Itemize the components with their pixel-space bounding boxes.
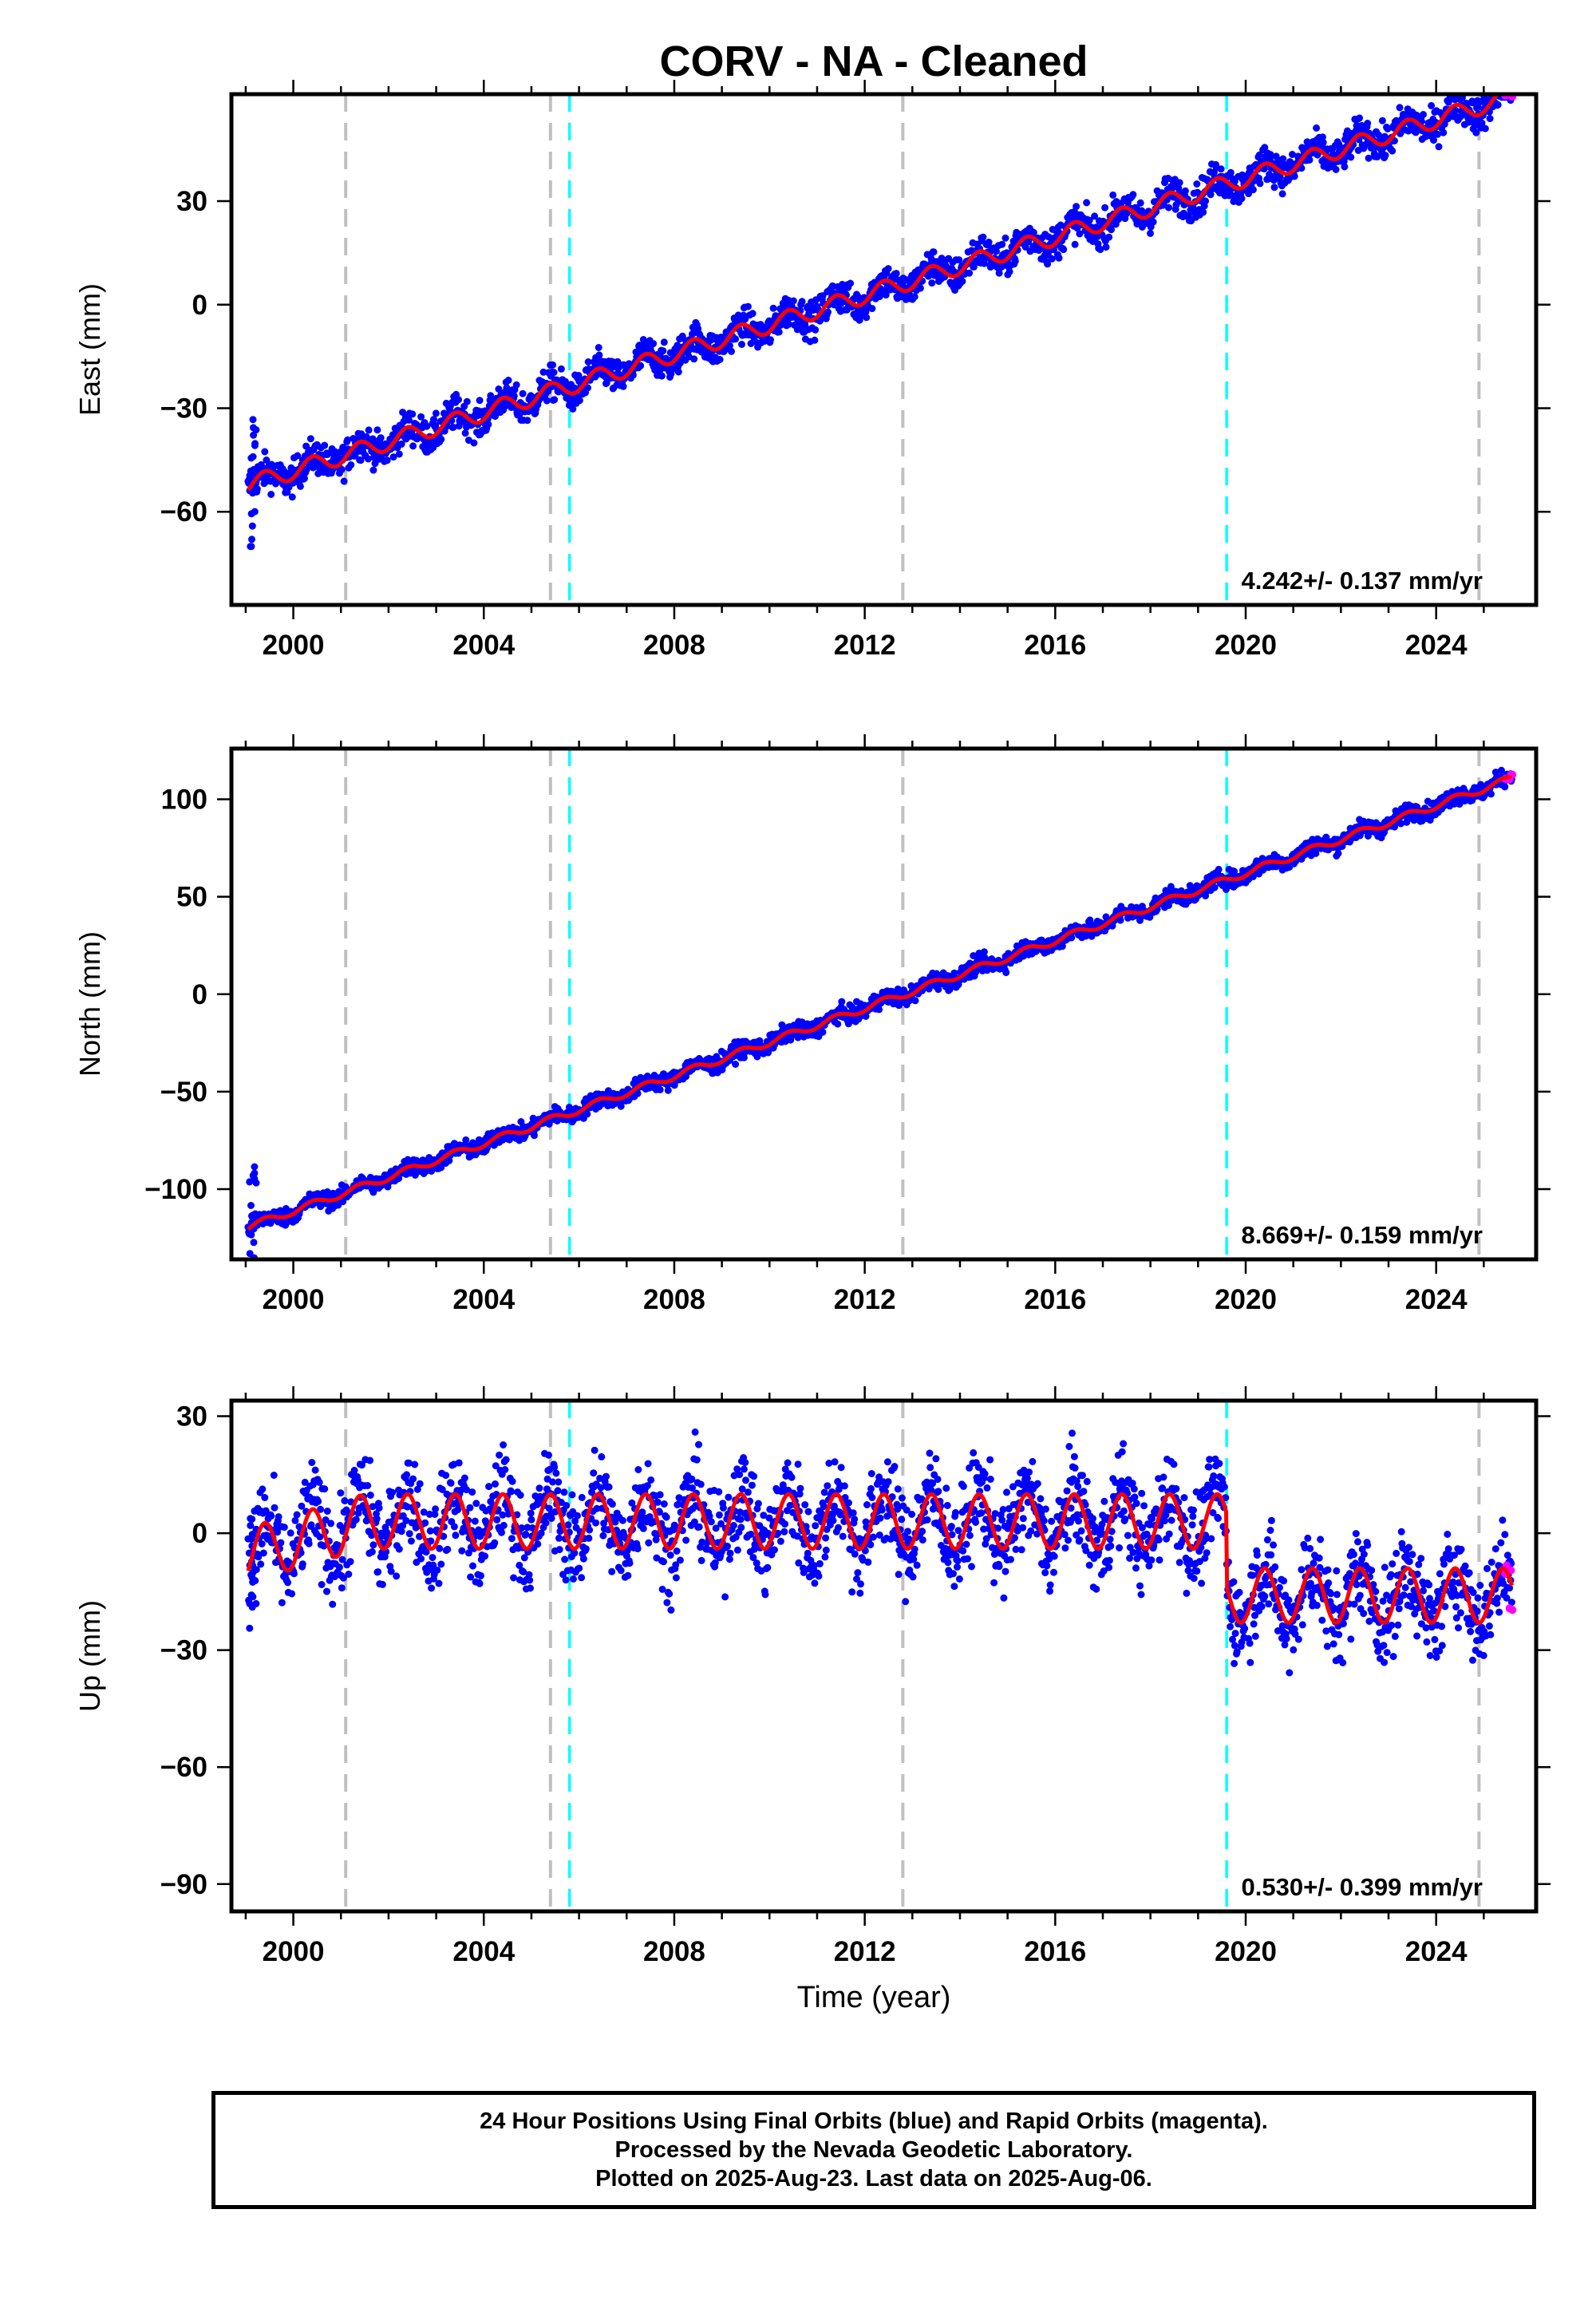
velocity-annotation: 0.530+/- 0.399 mm/yr: [1242, 1873, 1483, 1901]
y-tick-label: 0: [192, 979, 207, 1010]
panel-frame-up: [229, 1398, 1539, 1914]
y-tick-label: −60: [160, 1752, 207, 1783]
x-tick-label: 2024: [1405, 1284, 1468, 1315]
plot-area-east: [244, 94, 1517, 605]
legend-footer-box: 24 Hour Positions Using Final Orbits (bl…: [211, 2091, 1536, 2209]
y-axis-label: North (mm): [73, 931, 106, 1077]
x-tick-label: 2016: [1024, 630, 1086, 661]
gps-time-series-chart: CORV - NA - Cleaned 2000 2004 2008 2012 2016…: [73, 38, 1551, 2014]
y-tick-label: −100: [144, 1174, 207, 1205]
y-axis-label: East (mm): [73, 283, 106, 416]
panel-east: 2000 2004 2008 2012 2016 2020 2024 30 0 −30 −60 Eas…: [73, 80, 1551, 661]
plot-area-north: [244, 749, 1517, 1259]
outlier-points-up: [246, 1507, 260, 1632]
x-tick-label: 2004: [452, 1284, 515, 1315]
x-tick-label: 2012: [834, 1284, 896, 1315]
rapid-orbit-points-up: [1501, 1561, 1517, 1614]
x-axis-label: Time (year): [797, 1981, 951, 2014]
y-tick-label: 30: [176, 1401, 207, 1433]
x-tick-label: 2008: [643, 1936, 705, 1967]
model-fit-line-east: [246, 94, 1511, 492]
y-tick-label: −30: [160, 393, 207, 425]
x-tick-label: 2000: [263, 630, 325, 661]
y-tick-label: 100: [161, 785, 207, 816]
panel-frame-east: [229, 92, 1539, 607]
y-tick-label: 30: [176, 186, 207, 217]
model-fit-line-north: [247, 775, 1512, 1231]
panel-up: 2000 2004 2008 2012 2016 2020 2024 30 0 −30 −60 −90…: [73, 1386, 1551, 1967]
x-tick-label: 2016: [1024, 1284, 1086, 1315]
y-tick-label: 0: [192, 290, 207, 321]
y-tick-label: −90: [160, 1869, 207, 1900]
x-tick-label: 2024: [1405, 630, 1468, 661]
y-tick-label: −60: [160, 496, 207, 528]
panel-frame-north: [229, 746, 1539, 1262]
x-tick-label: 2012: [834, 1936, 896, 1967]
outlier-points-north: [246, 1163, 260, 1259]
plot-area-up: [244, 1401, 1517, 1911]
x-tick-label: 2004: [452, 1936, 515, 1967]
y-axis-label: Up (mm): [73, 1600, 106, 1712]
x-tick-label: 2020: [1215, 630, 1277, 661]
chart-title: CORV - NA - Cleaned: [659, 38, 1088, 85]
chart-panels: 2000 2004 2008 2012 2016 2020 2024 30 0 −30 −60 Eas…: [73, 80, 1551, 1967]
footer-line-1: 24 Hour Positions Using Final Orbits (bl…: [480, 2109, 1268, 2134]
final-orbit-points-east: [244, 94, 1515, 501]
footer-line-2: Processed by the Nevada Geodetic Laborat…: [614, 2137, 1133, 2163]
x-tick-label: 2020: [1215, 1284, 1277, 1315]
y-tick-label: −30: [160, 1635, 207, 1666]
x-tick-label: 2016: [1024, 1936, 1086, 1967]
x-tick-label: 2008: [643, 630, 705, 661]
footer-line-3: Plotted on 2025-Aug-23. Last data on 202…: [595, 2166, 1152, 2192]
panel-north: 2000 2004 2008 2012 2016 2020 2024 100 50 0 −50 −10…: [73, 734, 1551, 1315]
x-tick-label: 2024: [1405, 1936, 1468, 1967]
x-tick-label: 2000: [263, 1936, 325, 1967]
y-tick-label: −50: [160, 1077, 207, 1108]
x-tick-label: 2012: [834, 630, 896, 661]
x-tick-label: 2020: [1215, 1936, 1277, 1967]
velocity-annotation: 4.242+/- 0.137 mm/yr: [1242, 567, 1483, 595]
y-tick-label: 0: [192, 1518, 207, 1549]
x-tick-label: 2000: [263, 1284, 325, 1315]
velocity-annotation: 8.669+/- 0.159 mm/yr: [1242, 1221, 1483, 1249]
rapid-orbit-points-east: [1501, 94, 1517, 101]
x-tick-label: 2008: [643, 1284, 705, 1315]
y-tick-label: 50: [176, 882, 207, 913]
model-fit-line-up: [246, 1492, 1514, 1625]
x-tick-label: 2004: [452, 630, 515, 661]
final-orbit-points-up: [244, 1428, 1515, 1677]
